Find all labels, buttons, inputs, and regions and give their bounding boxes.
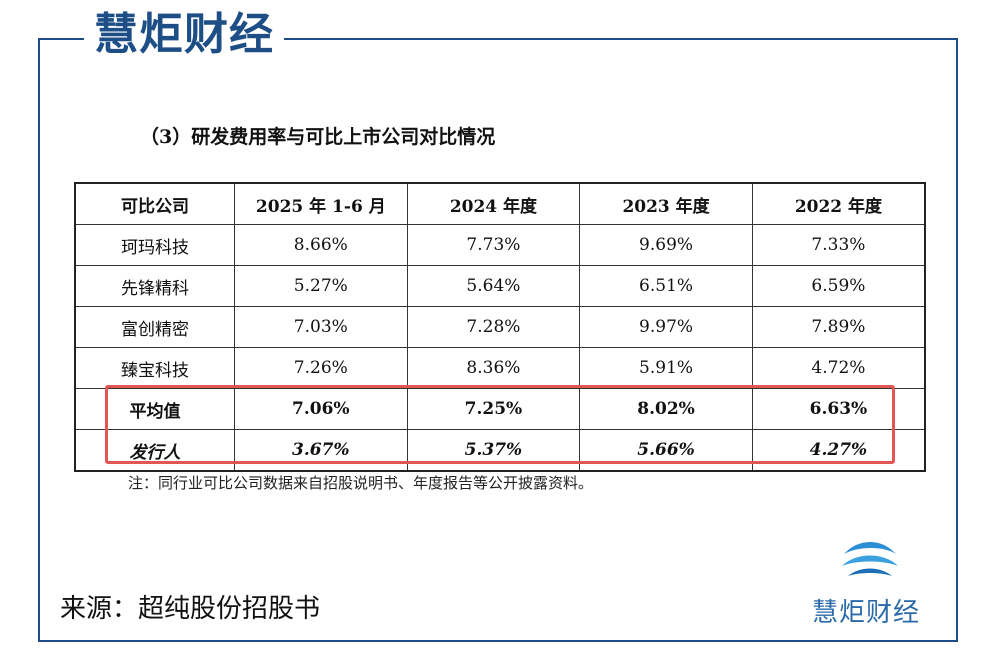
header-2023: 2023 年度 bbox=[579, 182, 753, 225]
average-cell: 7.25% bbox=[406, 388, 581, 430]
brand-logo-top: 慧炬财经 bbox=[84, 6, 284, 64]
table-cell: 4.72% bbox=[751, 347, 926, 389]
header-2024: 2024 年度 bbox=[406, 182, 581, 225]
issuer-row: 发行人 3.67% 5.37% 5.66% 4.27% bbox=[74, 429, 926, 472]
section-title: （3）研发费用率与可比上市公司对比情况 bbox=[140, 126, 496, 148]
company-name: 先锋精科 bbox=[74, 265, 235, 307]
brand-logo-bottom: 慧炬财经 bbox=[812, 598, 921, 628]
header-company: 可比公司 bbox=[74, 182, 235, 225]
brand-name-top: 慧炬财经 bbox=[94, 9, 274, 60]
table-row: 富创精密 7.03% 7.28% 9.97% 7.89% bbox=[74, 306, 926, 348]
table-row: 珂玛科技 8.66% 7.73% 9.69% 7.33% bbox=[74, 224, 926, 266]
table-cell: 7.26% bbox=[234, 347, 408, 389]
table-cell: 5.91% bbox=[579, 347, 753, 389]
brand-wave-icon bbox=[842, 542, 898, 576]
issuer-label: 发行人 bbox=[74, 429, 235, 472]
table-cell: 7.89% bbox=[751, 306, 926, 348]
source-caption: 来源：超纯股份招股书 bbox=[60, 594, 321, 624]
issuer-cell: 5.66% bbox=[579, 429, 753, 472]
table-cell: 7.03% bbox=[234, 306, 408, 348]
table-row: 先锋精科 5.27% 5.64% 6.51% 6.59% bbox=[74, 265, 926, 307]
average-label: 平均值 bbox=[74, 388, 235, 430]
average-cell: 8.02% bbox=[579, 388, 753, 430]
table-cell: 7.73% bbox=[406, 224, 581, 266]
issuer-cell: 5.37% bbox=[406, 429, 581, 472]
comparison-table: 可比公司 2025 年 1-6 月 2024 年度 2023 年度 2022 年… bbox=[74, 182, 926, 472]
table-cell: 7.28% bbox=[406, 306, 581, 348]
issuer-cell: 3.67% bbox=[234, 429, 408, 472]
table-cell: 6.51% bbox=[579, 265, 753, 307]
header-2022: 2022 年度 bbox=[751, 182, 926, 225]
header-2025h1: 2025 年 1-6 月 bbox=[234, 182, 408, 225]
average-row: 平均值 7.06% 7.25% 8.02% 6.63% bbox=[74, 388, 926, 430]
table-header-row: 可比公司 2025 年 1-6 月 2024 年度 2023 年度 2022 年… bbox=[74, 182, 926, 225]
average-cell: 7.06% bbox=[234, 388, 408, 430]
company-name: 臻宝科技 bbox=[74, 347, 235, 389]
table-cell: 8.66% bbox=[234, 224, 408, 266]
table-cell: 9.97% bbox=[579, 306, 753, 348]
table-cell: 9.69% bbox=[579, 224, 753, 266]
company-name: 富创精密 bbox=[74, 306, 235, 348]
table-cell: 7.33% bbox=[751, 224, 926, 266]
table-row: 臻宝科技 7.26% 8.36% 5.91% 4.72% bbox=[74, 347, 926, 389]
table-cell: 5.27% bbox=[234, 265, 408, 307]
table-cell: 6.59% bbox=[751, 265, 926, 307]
table-cell: 8.36% bbox=[406, 347, 581, 389]
table-note: 注：同行业可比公司数据来自招股说明书、年度报告等公开披露资料。 bbox=[128, 474, 594, 492]
issuer-cell: 4.27% bbox=[751, 429, 926, 472]
average-cell: 6.63% bbox=[751, 388, 926, 430]
outer-frame bbox=[38, 38, 958, 642]
company-name: 珂玛科技 bbox=[74, 224, 235, 266]
table-cell: 5.64% bbox=[406, 265, 581, 307]
